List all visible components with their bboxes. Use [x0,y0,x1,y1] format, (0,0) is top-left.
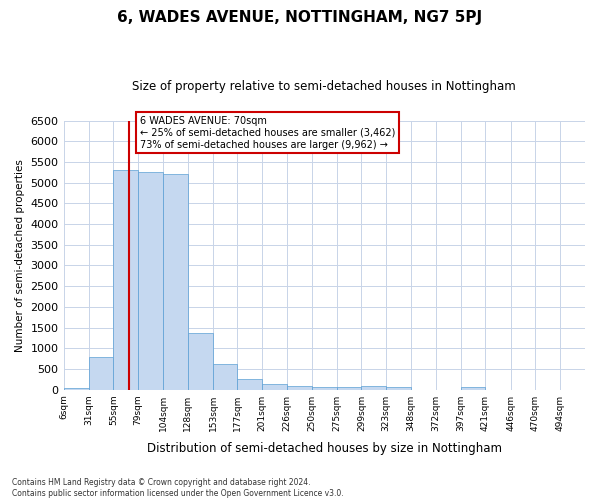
X-axis label: Distribution of semi-detached houses by size in Nottingham: Distribution of semi-detached houses by … [147,442,502,455]
Bar [113,170,138,390]
Bar [213,364,238,390]
Bar [461,387,485,390]
Text: 6, WADES AVENUE, NOTTINGHAM, NG7 5PJ: 6, WADES AVENUE, NOTTINGHAM, NG7 5PJ [118,10,482,25]
Text: Contains HM Land Registry data © Crown copyright and database right 2024.
Contai: Contains HM Land Registry data © Crown c… [12,478,344,498]
Bar [262,384,287,390]
Y-axis label: Number of semi-detached properties: Number of semi-detached properties [15,158,25,352]
Bar [311,387,337,390]
Bar [188,332,213,390]
Bar [138,172,163,390]
Bar [238,379,262,390]
Bar [386,387,411,390]
Bar [337,387,361,390]
Bar [64,388,89,390]
Text: 6 WADES AVENUE: 70sqm
← 25% of semi-detached houses are smaller (3,462)
73% of s: 6 WADES AVENUE: 70sqm ← 25% of semi-deta… [140,116,395,150]
Bar [287,386,311,390]
Bar [361,386,386,390]
Title: Size of property relative to semi-detached houses in Nottingham: Size of property relative to semi-detach… [133,80,516,93]
Bar [163,174,188,390]
Bar [89,358,113,390]
